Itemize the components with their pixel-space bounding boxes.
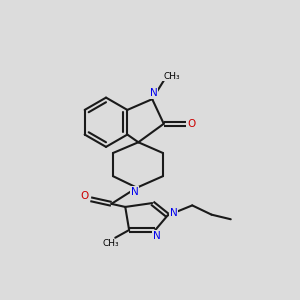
Text: O: O (188, 119, 196, 129)
Text: N: N (153, 231, 161, 241)
Text: N: N (130, 187, 138, 197)
Text: CH₃: CH₃ (102, 239, 119, 248)
Text: N: N (150, 88, 158, 98)
Text: N: N (170, 208, 178, 218)
Text: O: O (80, 191, 88, 201)
Text: CH₃: CH₃ (163, 71, 180, 80)
